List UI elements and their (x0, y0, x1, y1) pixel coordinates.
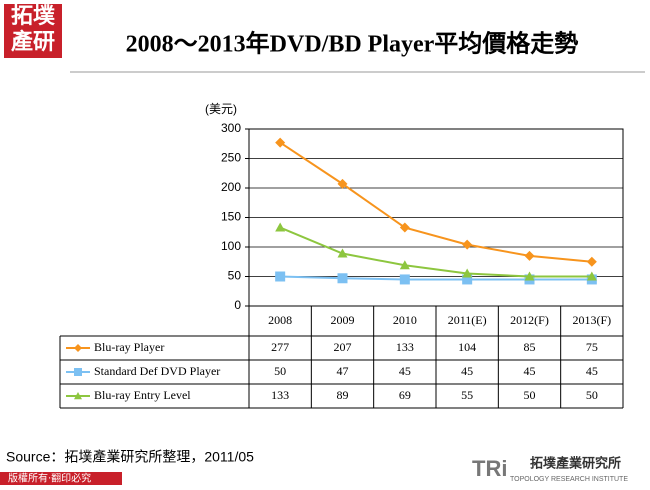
table-value: 50 (524, 388, 536, 402)
marker (462, 268, 473, 278)
x-tick-label: 2012(F) (510, 313, 549, 327)
x-tick-label: 2013(F) (572, 313, 611, 327)
series-line (279, 141, 592, 263)
marker (399, 274, 410, 285)
chart-title: 2008～2013年DVD/BD Player平均價格走勢 (126, 30, 579, 58)
table-value: 50 (274, 364, 286, 378)
table-value: 133 (271, 388, 289, 402)
y-tick-label: 100 (221, 239, 241, 253)
marker (275, 137, 286, 148)
logo-line: 拓墣 (11, 3, 55, 28)
marker (462, 274, 473, 285)
marker (399, 222, 410, 233)
table-value: 45 (399, 364, 411, 378)
marker (337, 248, 348, 258)
x-tick-label: 2009 (331, 313, 355, 327)
series-line (280, 275, 592, 281)
y-axis-label: (美元) (205, 102, 237, 116)
table-value: 75 (586, 340, 598, 354)
marker (74, 344, 82, 352)
table-value: 45 (586, 364, 598, 378)
table-value: 277 (271, 340, 289, 354)
marker (275, 271, 286, 282)
marker (524, 271, 535, 281)
legend-label: Blu-ray Entry Level (94, 388, 191, 402)
brand: TRi (472, 456, 507, 481)
brand-cn: 拓墣產業研究所 (530, 455, 621, 470)
table-value: 50 (586, 388, 598, 402)
y-tick-label: 0 (234, 298, 241, 312)
y-tick-label: 300 (221, 121, 241, 135)
table-value: 104 (458, 340, 476, 354)
marker (74, 392, 82, 400)
brand-en: TOPOLOGY RESEARCH INSTITUTE (510, 476, 628, 483)
table-value: 45 (461, 364, 473, 378)
marker (399, 260, 410, 270)
marker (74, 368, 82, 376)
table-value: 133 (396, 340, 414, 354)
marker (586, 256, 597, 267)
y-tick-label: 200 (221, 180, 241, 194)
marker (586, 271, 597, 281)
table-value: 47 (337, 364, 349, 378)
y-tick-label: 50 (228, 269, 242, 283)
table-value: 55 (461, 388, 473, 402)
y-tick-label: 250 (221, 151, 241, 165)
copyright-bar (0, 472, 122, 485)
table-value: 89 (337, 388, 349, 402)
x-tick-label: 2008 (268, 313, 292, 327)
marker (337, 178, 348, 189)
y-tick-label: 150 (221, 210, 241, 224)
table-value: 69 (399, 388, 411, 402)
table-value: 45 (524, 364, 536, 378)
marker (462, 239, 473, 250)
legend-label: Standard Def DVD Player (94, 364, 220, 378)
x-tick-label: 2010 (393, 313, 417, 327)
logo-box (4, 4, 62, 58)
table-value: 85 (524, 340, 536, 354)
copyright: 版權所有‧翻印必究 (8, 472, 91, 485)
x-tick-label: 2011(E) (448, 313, 487, 327)
series-line (279, 226, 592, 278)
logo-line: 產研 (11, 29, 55, 54)
source: Source：拓墣產業研究所整理，2011/05 (6, 449, 254, 465)
marker (337, 273, 348, 284)
legend-label: Blu-ray Player (94, 340, 164, 354)
marker (275, 222, 286, 232)
marker (524, 250, 535, 261)
table-value: 207 (334, 340, 352, 354)
